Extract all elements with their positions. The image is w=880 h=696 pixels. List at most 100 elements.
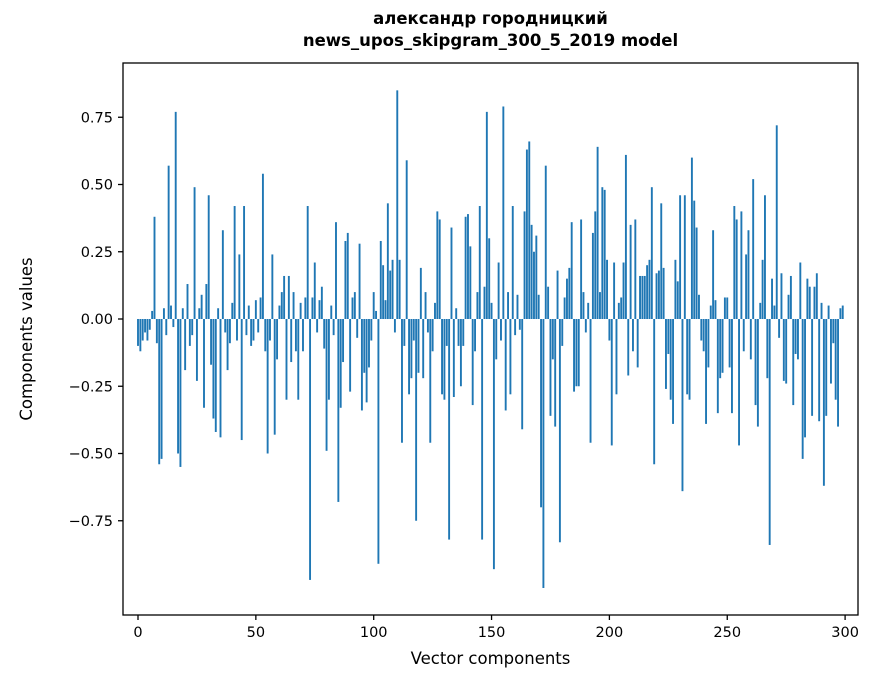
bar xyxy=(426,319,429,333)
bar xyxy=(294,319,297,352)
bar xyxy=(478,206,481,319)
bar xyxy=(224,319,227,333)
x-axis-label: Vector components xyxy=(410,649,571,668)
x-tick-label: 0 xyxy=(133,625,142,641)
bar xyxy=(467,214,469,319)
bar xyxy=(575,319,578,387)
y-tick-label: 0.50 xyxy=(81,178,113,194)
bar xyxy=(653,319,656,465)
bar xyxy=(639,275,641,319)
bar xyxy=(198,308,201,319)
bar xyxy=(584,319,587,333)
bar xyxy=(257,319,260,333)
bar xyxy=(556,270,559,319)
bar xyxy=(657,270,660,319)
bar xyxy=(620,297,623,319)
bar xyxy=(837,319,839,427)
bar xyxy=(834,319,837,400)
bar xyxy=(240,319,243,441)
bar xyxy=(818,319,821,422)
bar xyxy=(226,319,229,371)
bar xyxy=(238,254,241,319)
bar xyxy=(820,302,823,319)
bar xyxy=(799,262,802,319)
bar xyxy=(518,319,521,330)
bar xyxy=(155,319,158,344)
bar xyxy=(643,275,646,319)
bar xyxy=(516,294,519,319)
bar xyxy=(629,224,632,319)
bar xyxy=(382,265,385,319)
bar xyxy=(259,297,262,319)
bar xyxy=(346,232,349,319)
bar xyxy=(665,319,667,389)
bar xyxy=(655,273,658,319)
bar xyxy=(690,157,693,319)
bar xyxy=(153,216,156,319)
y-tick-label: 0.25 xyxy=(81,245,113,261)
bar xyxy=(236,319,238,341)
chart-title-line2: news_upos_skipgram_300_5_2019 model xyxy=(302,31,679,50)
bar xyxy=(716,319,719,414)
bar xyxy=(396,90,399,319)
bar xyxy=(669,319,672,400)
bar xyxy=(603,189,606,319)
y-axis-label: Components values xyxy=(17,257,36,421)
bar xyxy=(455,308,458,319)
bar xyxy=(549,319,552,416)
bar xyxy=(276,319,279,360)
bar xyxy=(441,319,443,395)
bar xyxy=(297,319,300,400)
bar xyxy=(778,319,781,338)
bar xyxy=(591,232,594,319)
bar xyxy=(500,319,502,341)
bar xyxy=(228,319,231,344)
y-tick-label: 0.75 xyxy=(81,110,113,126)
bar xyxy=(412,319,415,341)
bar xyxy=(266,319,269,454)
bar xyxy=(568,267,571,319)
bar xyxy=(773,305,776,319)
bar xyxy=(662,267,665,319)
bar xyxy=(582,292,585,319)
bar xyxy=(181,308,184,319)
bar xyxy=(596,146,599,319)
bar xyxy=(483,286,486,319)
bar xyxy=(252,319,255,341)
bar xyxy=(521,319,524,430)
bar xyxy=(822,319,825,486)
bar xyxy=(587,302,590,319)
bar xyxy=(386,203,389,319)
bar xyxy=(733,206,736,319)
bar xyxy=(634,219,637,319)
bar xyxy=(738,319,740,446)
bar xyxy=(841,305,844,319)
bar xyxy=(813,286,816,319)
bar xyxy=(695,227,698,319)
bar xyxy=(488,238,491,319)
bar xyxy=(740,211,743,319)
bar xyxy=(742,319,745,352)
bar xyxy=(707,319,710,368)
bar xyxy=(434,302,436,319)
bar xyxy=(344,240,347,319)
bar xyxy=(429,319,432,443)
bar xyxy=(408,319,411,395)
bar xyxy=(830,319,832,384)
bar xyxy=(360,319,363,411)
bar xyxy=(243,206,246,319)
bar xyxy=(375,310,378,319)
bar xyxy=(356,319,359,338)
bar xyxy=(287,275,290,319)
bar xyxy=(485,111,488,320)
bar xyxy=(667,319,670,354)
bar xyxy=(577,319,580,387)
bar xyxy=(794,319,797,354)
bar xyxy=(384,300,387,319)
bar xyxy=(839,308,842,319)
bar xyxy=(372,292,375,319)
bar xyxy=(497,262,500,319)
bar xyxy=(542,319,545,588)
bar xyxy=(481,319,484,540)
bar xyxy=(768,319,771,545)
